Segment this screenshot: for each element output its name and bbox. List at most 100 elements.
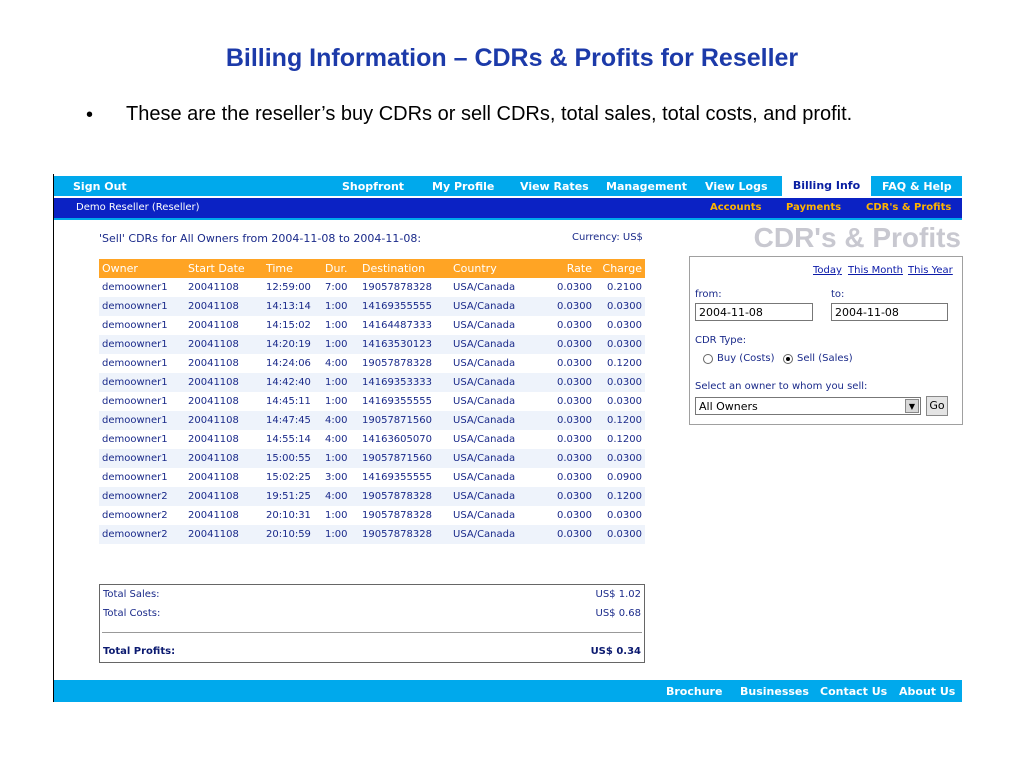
table-cell: 0.0300 bbox=[557, 282, 592, 293]
table-row: demoowner1 20041108 12:59:00 7:00 1905787832… bbox=[99, 278, 645, 297]
cdr-table: Owner Start Date Time Dur. Destination C… bbox=[99, 259, 645, 544]
table-cell: 0.0300 bbox=[595, 449, 645, 468]
nav-shopfront[interactable]: Shopfront bbox=[342, 180, 405, 193]
footer-businesses[interactable]: Businesses bbox=[740, 685, 809, 698]
nav-view-rates[interactable]: View Rates bbox=[520, 180, 589, 193]
table-cell: 0.0300 bbox=[595, 297, 645, 316]
sign-out-link[interactable]: Sign Out bbox=[73, 180, 127, 193]
table-cell: demoowner1 bbox=[99, 373, 185, 392]
table-cell: 15:02:25 bbox=[266, 472, 311, 483]
table-cell: 20041108 bbox=[185, 449, 263, 468]
footer-nav: Brochure Businesses Contact Us About Us bbox=[54, 680, 962, 702]
table-cell: 0.1200 bbox=[595, 411, 645, 430]
table-cell: 1:00 bbox=[322, 449, 359, 468]
from-label: from: bbox=[695, 289, 722, 300]
table-cell: 20041108 bbox=[188, 358, 239, 369]
slide-title: Billing Information – CDRs & Profits for… bbox=[225, 44, 799, 72]
buy-costs-radio[interactable] bbox=[703, 354, 713, 364]
table-cell: 19057878328 bbox=[359, 525, 450, 544]
bullet-text: These are the reseller’s buy CDRs or sel… bbox=[126, 103, 853, 125]
table-cell: 19057878328 bbox=[362, 282, 432, 293]
table-cell: 19057878328 bbox=[362, 510, 432, 521]
table-cell: 7:00 bbox=[325, 282, 348, 293]
table-cell: 20041108 bbox=[185, 373, 263, 392]
table-cell: USA/Canada bbox=[450, 487, 533, 506]
table-cell: 14169355555 bbox=[359, 297, 450, 316]
table-cell: 0.0900 bbox=[607, 472, 642, 483]
total-sales-label: Total Sales: bbox=[103, 589, 160, 600]
owner-select[interactable]: All Owners ▼ bbox=[695, 397, 921, 415]
report-heading: 'Sell' CDRs for All Owners from 2004-11-… bbox=[99, 232, 422, 245]
table-row: demoowner2 20041108 20:10:31 1:00 1905787832… bbox=[99, 506, 645, 525]
table-cell: 3:00 bbox=[325, 472, 348, 483]
sell-sales-radio[interactable] bbox=[783, 354, 793, 364]
footer-contact-us[interactable]: Contact Us bbox=[820, 685, 888, 698]
table-cell: 0.2100 bbox=[607, 282, 642, 293]
table-cell: 0.0300 bbox=[533, 449, 595, 468]
chevron-down-icon[interactable]: ▼ bbox=[905, 399, 919, 413]
table-cell: 1:00 bbox=[322, 335, 359, 354]
go-button[interactable]: Go bbox=[926, 396, 948, 416]
table-cell: 14:45:11 bbox=[266, 396, 311, 407]
table-cell: 4:00 bbox=[322, 487, 359, 506]
current-user: Demo Reseller (Reseller) bbox=[76, 202, 200, 213]
table-cell: 14:13:14 bbox=[263, 297, 322, 316]
filter-panel: Today This Month This Year from: 2004-11… bbox=[689, 256, 963, 425]
totals-box: Total Sales: US$ 1.02 Total Costs: US$ 0… bbox=[99, 584, 645, 663]
link-this-year[interactable]: This Year bbox=[908, 265, 953, 276]
table-cell: demoowner1 bbox=[99, 411, 185, 430]
table-cell: demoowner2 bbox=[99, 487, 185, 506]
to-date-input[interactable]: 2004-11-08 bbox=[831, 303, 948, 321]
footer-brochure[interactable]: Brochure bbox=[666, 685, 723, 698]
subnav-cdrs-profits[interactable]: CDR's & Profits bbox=[866, 202, 952, 213]
link-today[interactable]: Today bbox=[813, 265, 842, 276]
table-row: demoowner1 20041108 14:55:14 4:00 1416360507… bbox=[99, 430, 645, 449]
table-row: demoowner1 20041108 14:13:14 1:00 1416935555… bbox=[99, 297, 645, 316]
table-cell: 14:42:40 bbox=[263, 373, 322, 392]
footer-about-us[interactable]: About Us bbox=[899, 685, 956, 698]
nav-view-logs[interactable]: View Logs bbox=[705, 180, 768, 193]
top-nav: Sign Out Shopfront My Profile View Rates… bbox=[54, 176, 962, 196]
table-cell: 0.0300 bbox=[607, 396, 642, 407]
table-cell: 20041108 bbox=[188, 396, 239, 407]
from-date-input[interactable]: 2004-11-08 bbox=[695, 303, 813, 321]
table-cell: 1:00 bbox=[325, 320, 348, 331]
table-cell: demoowner2 bbox=[99, 525, 185, 544]
table-cell: 20:10:59 bbox=[263, 525, 322, 544]
table-cell: USA/Canada bbox=[450, 525, 533, 544]
nav-management[interactable]: Management bbox=[606, 180, 687, 193]
col-time: Time bbox=[263, 259, 322, 278]
link-this-month[interactable]: This Month bbox=[848, 265, 903, 276]
table-row: demoowner1 20041108 15:00:55 1:00 1905787156… bbox=[99, 449, 645, 468]
table-cell: 20041108 bbox=[185, 335, 263, 354]
nav-my-profile[interactable]: My Profile bbox=[432, 180, 495, 193]
table-cell: USA/Canada bbox=[450, 373, 533, 392]
table-cell: 0.1200 bbox=[595, 487, 645, 506]
table-cell: 0.0300 bbox=[533, 411, 595, 430]
divider bbox=[54, 218, 962, 220]
table-cell: 0.1200 bbox=[607, 434, 642, 445]
table-cell: USA/Canada bbox=[450, 297, 533, 316]
table-row: demoowner2 20041108 20:10:59 1:00 1905787832… bbox=[99, 525, 645, 544]
table-cell: 4:00 bbox=[325, 434, 348, 445]
table-cell: 0.0300 bbox=[607, 320, 642, 331]
col-country: Country bbox=[450, 259, 533, 278]
table-cell: USA/Canada bbox=[453, 282, 516, 293]
table-cell: 14:24:06 bbox=[266, 358, 311, 369]
col-charge: Charge bbox=[595, 259, 645, 278]
subnav-payments[interactable]: Payments bbox=[786, 202, 842, 213]
table-cell: USA/Canada bbox=[453, 510, 516, 521]
table-cell: 0.0300 bbox=[557, 510, 592, 521]
table-cell: USA/Canada bbox=[450, 449, 533, 468]
table-cell: 14:55:14 bbox=[266, 434, 311, 445]
table-row: demoowner2 20041108 19:51:25 4:00 1905787832… bbox=[99, 487, 645, 506]
table-cell: demoowner1 bbox=[99, 335, 185, 354]
nav-faq-help[interactable]: FAQ & Help bbox=[882, 180, 952, 193]
subnav-accounts[interactable]: Accounts bbox=[710, 202, 762, 213]
table-cell: USA/Canada bbox=[453, 434, 516, 445]
table-row: demoowner1 20041108 14:47:45 4:00 1905787156… bbox=[99, 411, 645, 430]
nav-billing-info[interactable]: Billing Info bbox=[782, 176, 871, 196]
table-cell: 1:00 bbox=[322, 373, 359, 392]
table-cell: 20041108 bbox=[185, 411, 263, 430]
total-sales-value: US$ 1.02 bbox=[595, 589, 641, 600]
